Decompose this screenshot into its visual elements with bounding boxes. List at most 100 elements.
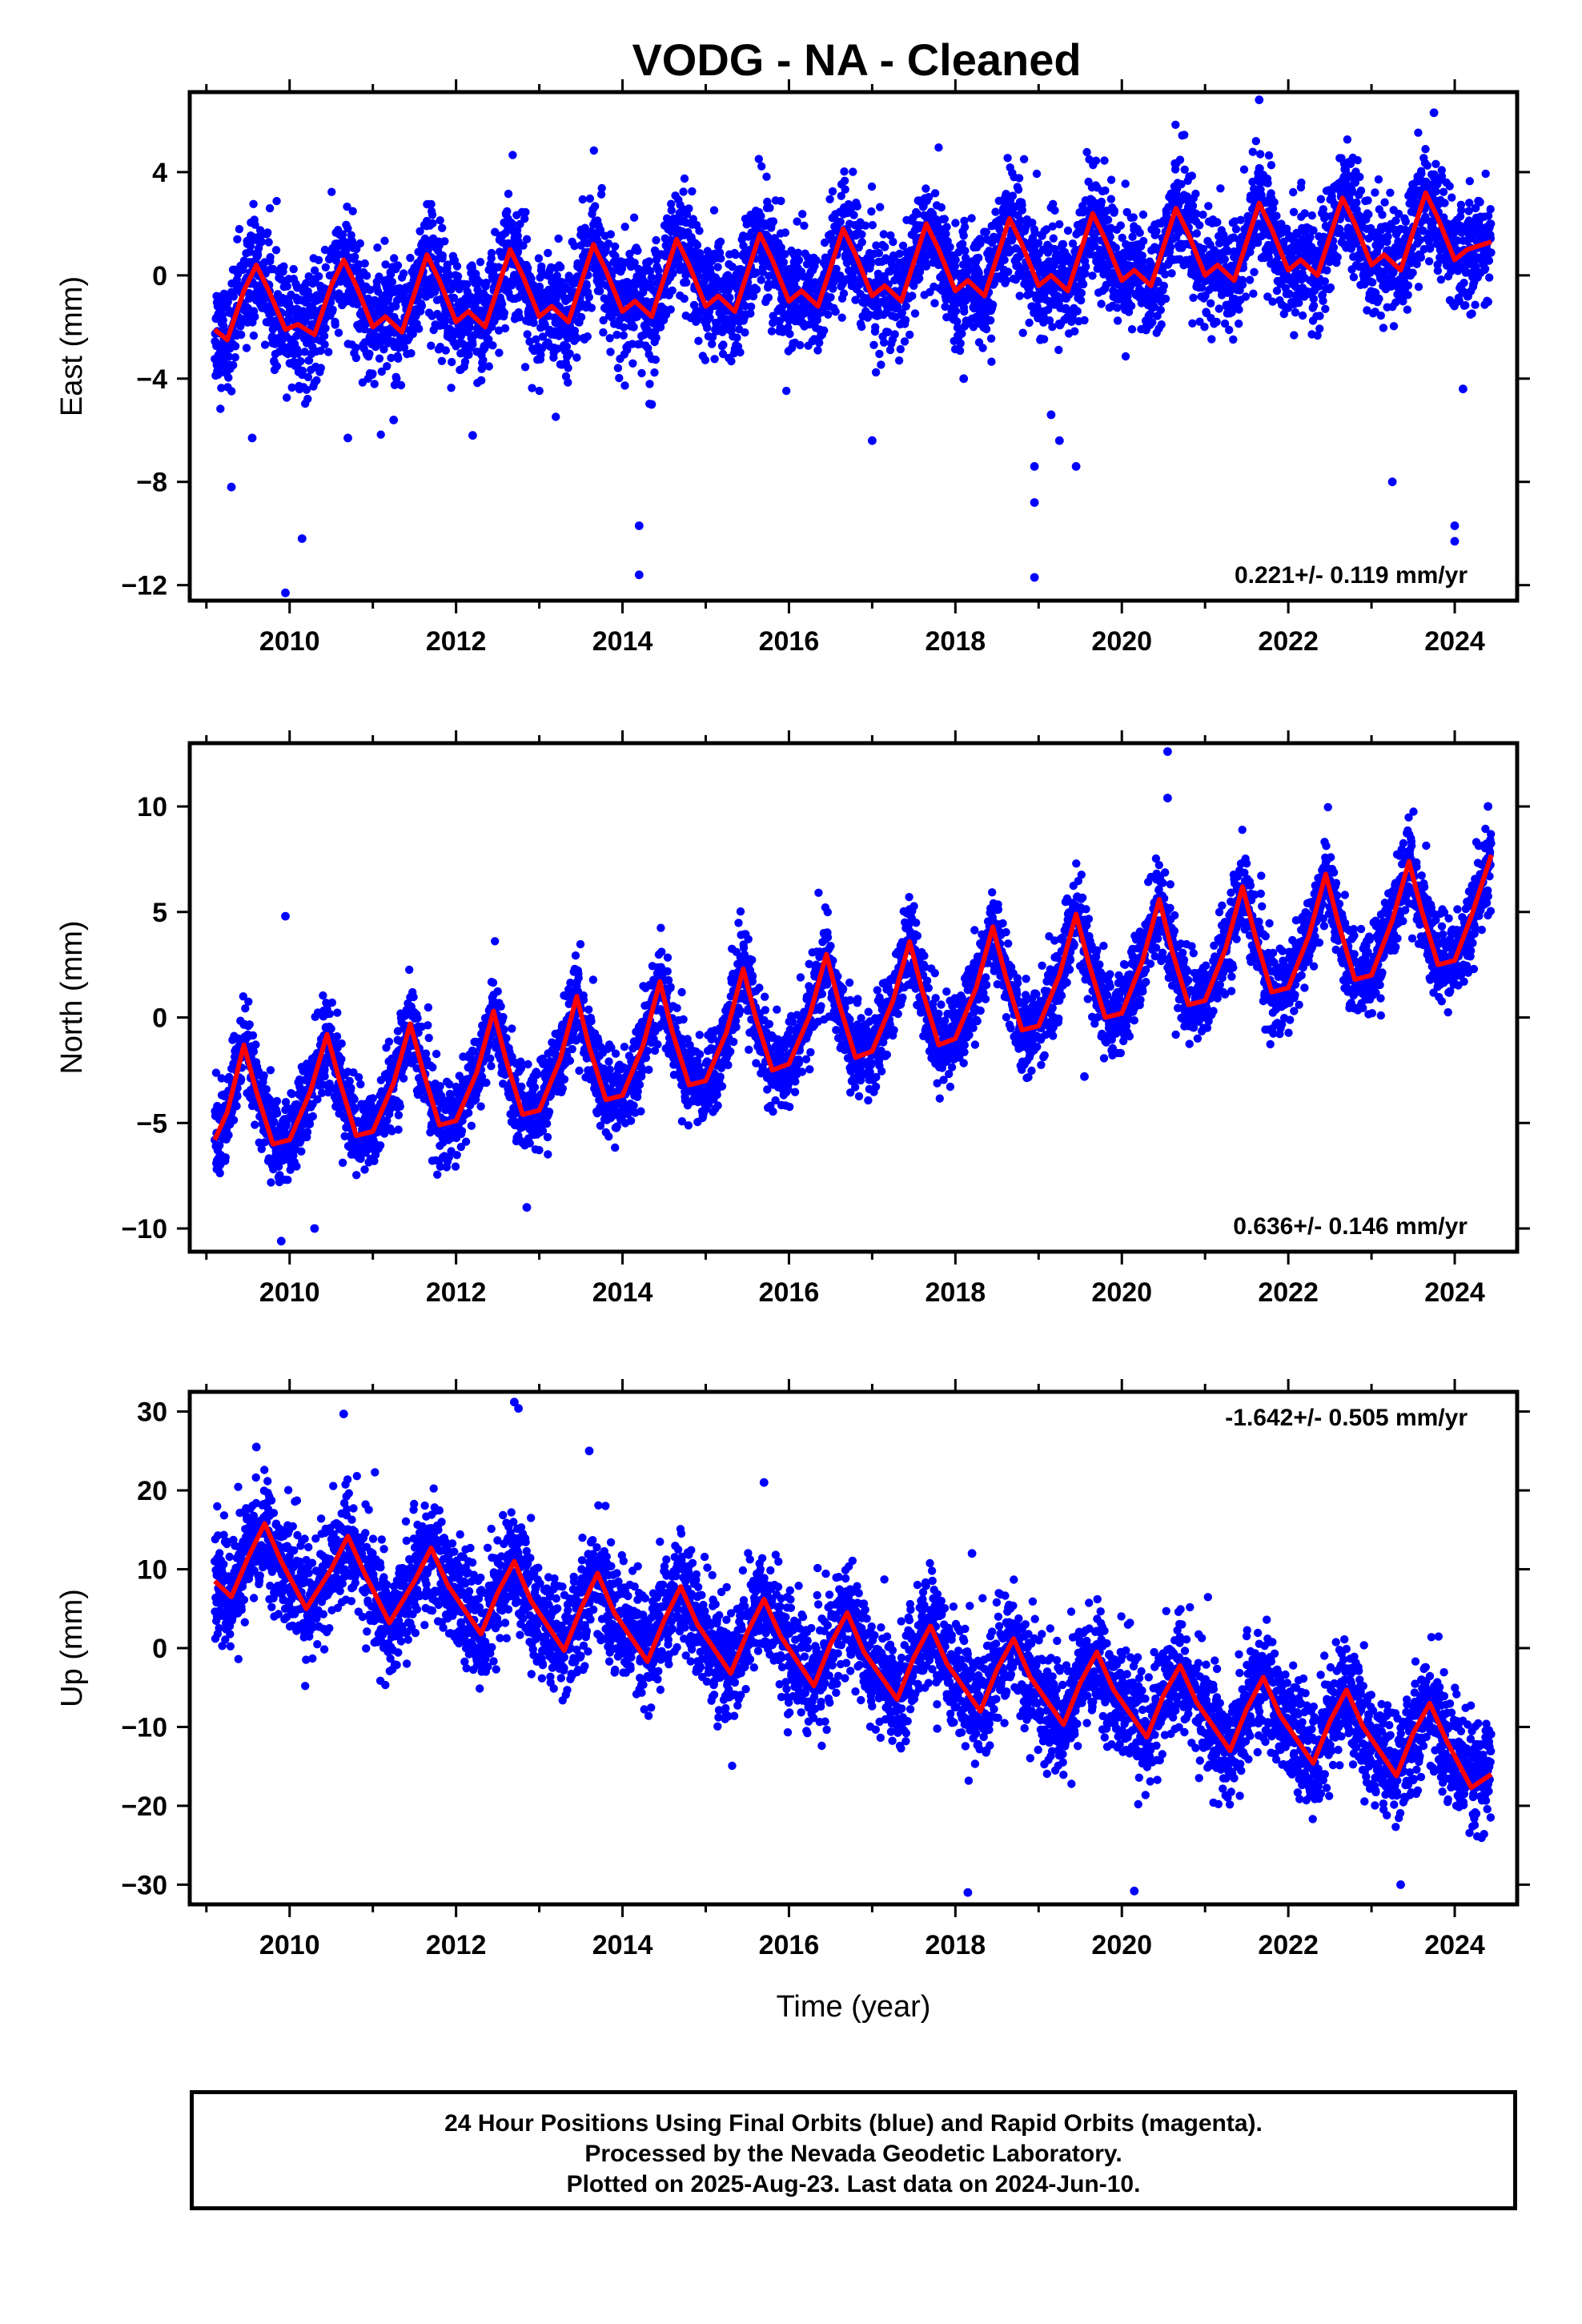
data-point [1408, 268, 1417, 277]
data-point [271, 246, 281, 255]
data-point [365, 349, 374, 358]
data-point [272, 362, 282, 371]
data-point [576, 312, 586, 322]
data-point [599, 328, 608, 337]
data-point [235, 224, 244, 234]
data-point [578, 195, 587, 204]
data-point [1015, 292, 1024, 300]
data-point [1349, 272, 1359, 282]
data-point [828, 187, 837, 196]
data-point [387, 353, 396, 363]
data-point [1073, 307, 1082, 316]
data-point [849, 211, 858, 219]
data-point [1231, 225, 1241, 234]
data-point [495, 348, 504, 357]
data-point [343, 202, 351, 211]
data-point [370, 380, 379, 388]
data-point [709, 206, 719, 215]
data-point [680, 174, 689, 183]
data-point [757, 275, 765, 284]
data-point [1380, 198, 1389, 207]
data-point [217, 384, 226, 392]
data-point [393, 261, 403, 270]
data-point [392, 374, 401, 384]
data-point [303, 372, 313, 382]
data-point [853, 202, 862, 211]
data-point [901, 316, 910, 324]
data-point [982, 324, 991, 334]
data-point [438, 251, 447, 260]
data-point [1207, 299, 1215, 308]
data-point [1097, 197, 1106, 207]
data-point [1055, 219, 1064, 229]
data-point [960, 307, 969, 316]
data-point [1110, 206, 1119, 215]
data-point [869, 340, 878, 349]
data-point [1368, 278, 1377, 287]
data-point [523, 330, 532, 339]
data-point [327, 187, 336, 196]
data-point [315, 271, 323, 281]
data-point [463, 279, 472, 289]
data-point [1307, 211, 1317, 220]
data-point [713, 263, 722, 271]
data-point [820, 238, 829, 247]
data-point [1207, 335, 1216, 344]
data-point [877, 360, 885, 369]
data-point [216, 404, 225, 413]
data-point [974, 253, 983, 263]
data-point [1414, 283, 1423, 292]
data-point [682, 278, 691, 287]
data-point [1175, 155, 1185, 164]
data-point [224, 373, 233, 382]
data-point [840, 167, 849, 176]
data-point [959, 231, 968, 240]
data-point [321, 263, 330, 271]
data-point [1002, 276, 1011, 285]
data-point [487, 248, 496, 258]
data-point [1256, 150, 1265, 159]
data-point [231, 342, 240, 351]
data-point [390, 380, 400, 389]
data-point [1426, 244, 1435, 253]
data-point [589, 146, 598, 155]
data-point [667, 206, 676, 215]
data-point [436, 216, 444, 225]
data-point [831, 308, 840, 316]
data-point [488, 341, 497, 350]
data-point [1100, 156, 1109, 165]
data-point [901, 302, 910, 311]
data-point [710, 355, 719, 364]
data-point [437, 356, 447, 365]
data-point [319, 332, 329, 340]
data-point [328, 305, 337, 314]
data-point [249, 331, 259, 340]
data-point [1249, 289, 1258, 298]
data-point [1039, 335, 1049, 344]
data-point [1018, 328, 1027, 337]
data-point [591, 202, 600, 211]
data-point [812, 256, 821, 265]
data-point [298, 366, 307, 376]
data-point [757, 162, 766, 171]
data-point [1054, 345, 1063, 355]
data-point [951, 307, 961, 316]
data-point [468, 340, 477, 349]
data-point [951, 255, 960, 264]
data-point [554, 234, 563, 243]
data-point [958, 329, 966, 338]
data-point [1416, 253, 1426, 262]
data-point [556, 263, 565, 271]
data-point [1191, 189, 1200, 199]
data-point [453, 271, 463, 281]
data-point [826, 293, 835, 302]
data-point [400, 343, 409, 352]
data-point [868, 220, 877, 230]
data-point [1315, 324, 1324, 333]
data-point [307, 303, 317, 312]
data-point [956, 339, 965, 348]
data-point [416, 227, 424, 235]
data-point [585, 194, 595, 203]
data-point [633, 246, 642, 255]
data-point [564, 378, 572, 387]
